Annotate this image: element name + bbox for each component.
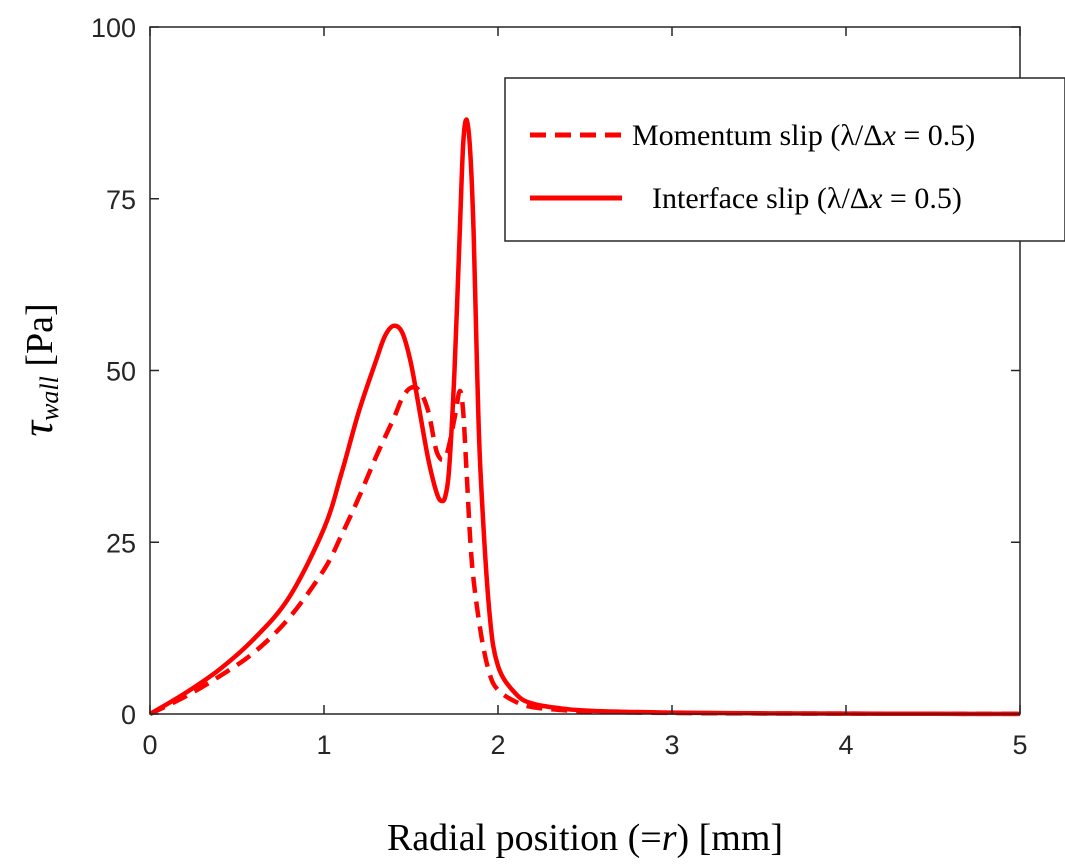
legend-label-momentum: Momentum slip (λ/Δx = 0.5) <box>632 119 975 152</box>
series-line-momentum-slip <box>149 384 1021 717</box>
xlabel-part1: Radial position (= <box>387 817 662 859</box>
legend-momentum-part3: = 0.5) <box>896 119 975 152</box>
ylabel-unit: [Pa] <box>19 303 61 376</box>
legend-momentum-part2: x <box>882 119 897 152</box>
x-tick-label: 0 <box>142 730 157 760</box>
y-tick-label: 50 <box>106 357 136 387</box>
x-tick-label: 2 <box>490 730 505 760</box>
series-layer <box>148 117 1021 717</box>
legend: Momentum slip (λ/Δx = 0.5) Interface sli… <box>504 77 1065 242</box>
x-tick-label: 4 <box>838 730 853 760</box>
legend-interface-part3: = 0.5) <box>882 182 961 215</box>
x-tick-label: 5 <box>1012 730 1027 760</box>
ylabel-symbol: τ <box>13 419 62 437</box>
x-tick-label: 3 <box>664 730 679 760</box>
y-tick-label: 75 <box>106 185 136 215</box>
x-axis-title: Radial position (=r) [mm] <box>387 817 783 859</box>
legend-interface-part2: x <box>868 182 883 215</box>
y-tick-label: 0 <box>121 700 136 730</box>
xlabel-part3: ) [mm] <box>676 817 783 859</box>
legend-label-interface: Interface slip (λ/Δx = 0.5) <box>652 182 962 215</box>
legend-interface-part1: Interface slip (λ/Δ <box>652 182 869 215</box>
y-axis-title: τwall [Pa] <box>13 303 64 436</box>
x-tick-label: 1 <box>316 730 331 760</box>
ylabel-subscript: wall <box>35 376 64 421</box>
series-line-interface-slip <box>148 117 1021 717</box>
legend-momentum-part1: Momentum slip (λ/Δ <box>632 119 883 152</box>
y-tick-label: 100 <box>91 13 136 43</box>
y-tick-label: 25 <box>106 528 136 558</box>
xlabel-part2: r <box>662 817 677 859</box>
legend-box <box>504 77 1065 242</box>
